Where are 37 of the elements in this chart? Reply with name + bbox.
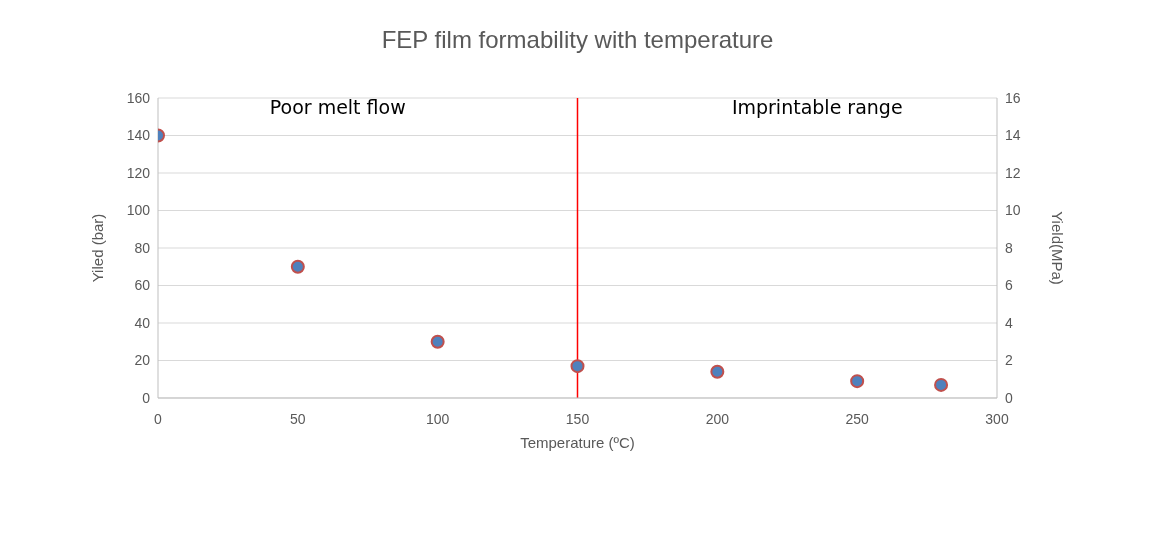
point xyxy=(430,334,445,349)
y-tick-label: 60 xyxy=(134,277,151,294)
y2-tick-label: 14 xyxy=(1005,127,1021,144)
y-tick-label: 40 xyxy=(134,314,151,331)
y-tick-label: 100 xyxy=(126,202,151,219)
y2-tick-label: 4 xyxy=(1005,314,1013,331)
point xyxy=(710,364,725,379)
x-axis-title: Temperature (ºC) xyxy=(520,434,635,451)
y2-tick-label: 10 xyxy=(1005,202,1021,219)
point xyxy=(934,377,949,392)
y-tick-label: 80 xyxy=(134,239,151,256)
point xyxy=(570,359,585,374)
x-tick-label: 250 xyxy=(845,410,870,427)
x-tick-label: 100 xyxy=(425,410,450,427)
y2-tick-label: 2 xyxy=(1005,352,1013,369)
x-tick-label: 200 xyxy=(705,410,730,427)
point xyxy=(290,259,305,274)
y-axis-title: Yiled (bar) xyxy=(89,213,107,283)
y-tick-label: 160 xyxy=(126,89,151,106)
point xyxy=(850,374,865,389)
y-tick-label: 140 xyxy=(126,127,151,144)
y-tick-label: 0 xyxy=(142,389,151,406)
x-tick-label: 50 xyxy=(290,410,306,427)
annotation: Imprintable range xyxy=(730,96,904,118)
y2-tick-label: 12 xyxy=(1005,164,1021,181)
y2-tick-label: 8 xyxy=(1005,239,1013,256)
y-tick-label: 20 xyxy=(134,352,151,369)
annotation: Poor melt flow xyxy=(268,96,407,118)
y2-axis-title: Yield(MPa) xyxy=(1048,211,1066,285)
y2-tick-label: 16 xyxy=(1005,89,1021,106)
chart-title: FEP film formability with temperature xyxy=(380,26,775,54)
y-tick-label: 120 xyxy=(126,164,151,181)
y2-tick-label: 6 xyxy=(1005,277,1013,294)
x-tick-label: 0 xyxy=(154,410,163,427)
x-tick-label: 150 xyxy=(565,410,590,427)
y2-tick-label: 0 xyxy=(1005,389,1013,406)
x-tick-label: 300 xyxy=(985,410,1009,427)
